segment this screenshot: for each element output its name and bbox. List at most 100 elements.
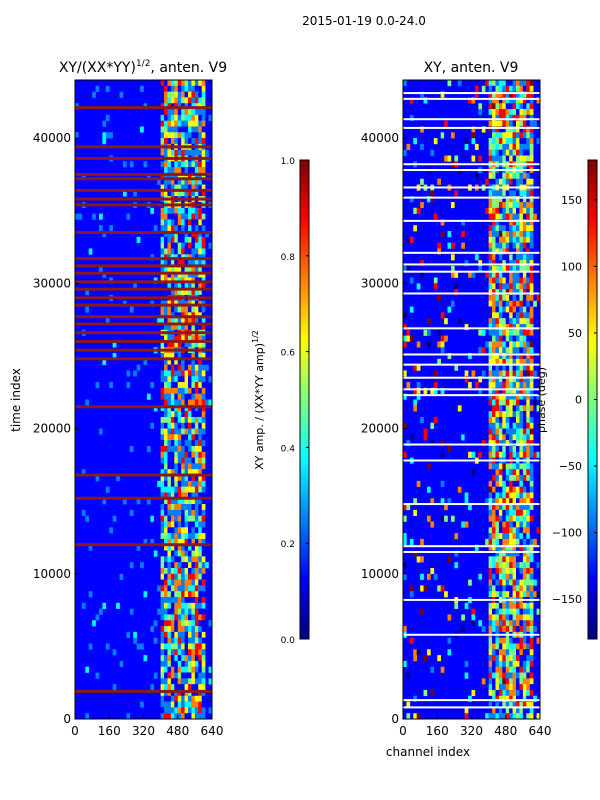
amp-ratio-heatmap-cell [181,190,185,197]
amp-ratio-heatmap-cell [191,504,196,511]
phase-heatmap-cell [519,504,524,511]
phase-heatmap-cell [413,138,417,145]
phase-heatmap-cell [502,602,507,609]
phase-heatmap-cell [526,364,531,371]
phase-heatmap-cell [403,422,407,429]
phase-heatmap-cell [444,591,448,598]
amp-ratio-heatmap-cell [198,504,203,511]
amp-ratio-heatmap-cell [174,689,179,697]
phase-heatmap-cell [526,422,531,429]
amp-ratio-heatmap-cell [181,614,185,621]
phase-heatmap-cell [454,533,459,540]
amp-ratio-heatmap-cell [160,399,165,406]
phase-heatmap-cell [529,538,534,546]
phase-heatmap-cell [492,660,496,668]
amp-ratio-heatmap-cell [201,91,206,98]
phase-heatmap-cell [502,701,507,708]
phase-heatmap-cell [526,254,531,261]
amp-ratio-heatmap-cell [201,341,206,348]
amp-ratio-heatmap-cell [160,533,165,540]
phase-heatmap-cell [509,323,513,331]
amp-ratio-heatmap-cell [188,387,192,394]
phase-heatmap-cell [495,695,500,702]
phase-heatmap-cell [495,538,500,546]
amp-ratio-heatmap-cell [170,161,175,168]
amp-ratio-heatmap-cell [170,579,175,586]
phase-heatmap-cell [474,318,479,325]
phase-heatmap-cell [492,556,496,563]
amp-ratio-heatmap-cell [191,248,196,255]
amp-ratio-heatmap-cell [174,411,179,418]
phase-heatmap-cell [471,138,476,145]
phase-heatmap-cell [433,370,438,377]
amp-ratio-heatmap-cell [198,527,203,534]
amp-ratio-heatmap-cell [191,341,196,348]
phase-heatmap-cell [495,707,500,714]
phase-heatmap-cell [509,521,513,528]
phase-heatmap-cell [498,236,503,243]
amp-ratio-heatmap-cell [177,405,182,412]
amp-ratio-heatmap-cell [181,527,185,534]
amp-ratio-heatmap-cell [174,219,179,226]
amp-ratio-heatmap-cell [201,643,206,650]
amp-ratio-saturated-row [75,496,212,500]
amp-ratio-heatmap-cell [174,323,179,331]
amp-ratio-heatmap-cell [188,114,192,121]
amp-ratio-heatmap-cell [181,207,185,214]
amp-ratio-heatmap-cell [194,318,199,325]
amp-ratio-heatmap-cell [188,486,192,493]
amp-ratio-heatmap-cell [102,120,107,127]
phase-heatmap-cell [403,393,407,400]
amp-ratio-heatmap-cell [177,597,182,604]
phase-heatmap-cell [509,364,513,371]
amp-ratio-heatmap-cell [177,306,182,313]
amp-ratio-heatmap-cell [170,341,175,348]
phase-heatmap-cell [502,143,507,151]
phase-heatmap-cell [488,382,493,389]
amp-ratio-heatmap-cell [191,666,196,673]
amp-ratio-heatmap-cell [198,382,203,389]
amp-ratio-heatmap-cell [188,637,192,644]
phase-heatmap-cell [519,655,524,662]
amp-ratio-heatmap-cell [174,207,179,214]
phase-heatmap-cell [498,701,503,708]
phase-heatmap-cell [522,498,527,505]
amp-ratio-heatmap-cell [102,602,107,609]
phase-heatmap-cell [440,231,445,238]
amp-ratio-heatmap-cell [181,509,185,516]
amp-ratio-heatmap-cell [198,579,203,586]
phase-heatmap-cell [447,80,452,87]
phase-heatmap-cell [495,480,500,487]
amp-ratio-heatmap-cell [181,579,185,586]
amp-ratio-heatmap-cell [160,707,165,714]
amp-ratio-saturated-row [75,543,212,547]
amp-ratio-heatmap-cell [201,219,206,226]
amp-ratio-heatmap-cell [160,231,165,238]
phase-heatmap-cell [526,393,531,400]
phase-heatmap-cell [522,109,527,116]
amp-ratio-heatmap-cell [164,172,168,180]
amp-ratio-heatmap-cell [170,428,175,435]
phase-heatmap-cell [529,312,534,319]
amp-ratio-heatmap-cell [191,695,196,702]
amp-ratio-heatmap-cell [160,614,165,621]
amp-ratio-heatmap-cell [188,265,192,272]
phase-colorbar-tick-label: −50 [559,460,582,473]
phase-heatmap-cell [509,254,513,261]
phase-heatmap-cell [498,573,503,580]
phase-heatmap-cell [440,341,445,348]
phase-heatmap-cell [522,660,527,668]
amp-ratio-heatmap-cell [177,602,182,609]
phase-heatmap-cell [498,289,503,296]
amp-ratio-heatmap-cell [198,434,203,441]
phase-heatmap-cell [516,695,520,702]
amp-ratio-heatmap-cell [170,184,175,191]
phase-heatmap-cell [413,405,417,412]
amp-ratio-heatmap-cell [164,341,168,348]
phase-heatmap-cell [481,85,486,92]
phase-blank-row [403,186,540,189]
amp-ratio-heatmap-cell [198,85,203,92]
phase-heatmap-cell [406,440,411,447]
amp-ratio-heatmap-cell [85,289,89,296]
phase-heatmap-cell [509,666,513,673]
